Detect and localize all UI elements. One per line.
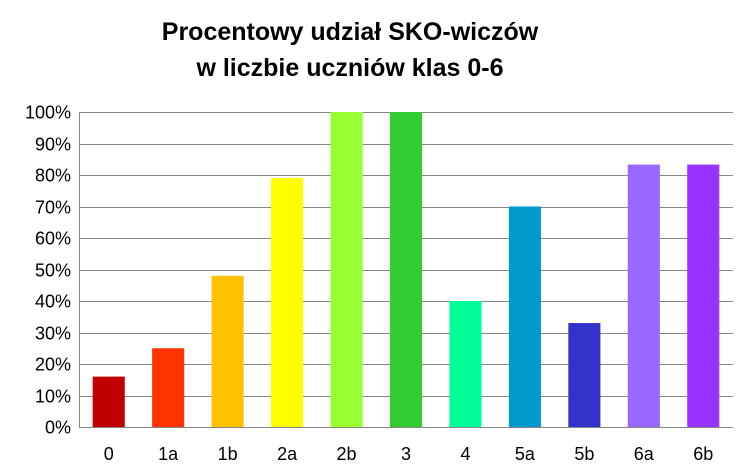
y-tick-label: 40% <box>35 292 71 312</box>
chart-title-line-2: w liczbie uczniów klas 0-6 <box>196 54 504 82</box>
y-tick-label: 100% <box>25 103 71 123</box>
bar-1a <box>152 348 185 427</box>
x-tick-label: 5a <box>515 444 536 464</box>
bar-5a <box>508 206 541 427</box>
x-tick-label: 1a <box>158 444 179 464</box>
chart-title: Procentowy udział SKO-wiczów w liczbie u… <box>0 14 700 86</box>
y-tick-label: 50% <box>35 261 71 281</box>
bar-6a <box>627 164 660 428</box>
bar-0 <box>92 376 125 427</box>
bar-4 <box>449 301 482 427</box>
bar-3 <box>389 112 423 427</box>
y-tick-label: 20% <box>35 355 71 375</box>
y-tick-label: 10% <box>35 387 71 407</box>
chart-title-line-1: Procentowy udział SKO-wiczów <box>161 18 539 46</box>
x-tick-label: 4 <box>460 444 470 464</box>
y-tick-label: 0% <box>45 418 71 438</box>
y-tick-label: 80% <box>35 166 71 186</box>
x-tick-label: 2a <box>277 444 298 464</box>
x-tick-label: 0 <box>104 444 114 464</box>
y-tick-label: 60% <box>35 229 71 249</box>
y-tick-label: 30% <box>35 324 71 344</box>
y-tick-labels: 0% 10% 20% 30% 40% 50% 60% 70% 80% 90% 100% <box>25 103 71 438</box>
axes <box>79 112 733 428</box>
x-tick-label: 6a <box>634 444 655 464</box>
x-tick-label: 3 <box>401 444 411 464</box>
y-tick-label: 90% <box>35 135 71 155</box>
bar-1b <box>211 275 244 427</box>
x-tick-label: 5b <box>574 444 594 464</box>
x-tick-label: 6b <box>693 444 713 464</box>
x-tick-label: 1b <box>218 444 238 464</box>
bar-6b <box>687 164 720 428</box>
bar-2a <box>271 178 304 427</box>
bar-5b <box>568 323 601 427</box>
bar-2b <box>330 112 363 427</box>
bars <box>92 112 720 428</box>
x-tick-label: 2b <box>337 444 357 464</box>
y-tick-label: 70% <box>35 198 71 218</box>
x-tick-labels: 0 1a 1b 2a 2b 3 4 5a 5b 6a 6b <box>104 444 714 464</box>
